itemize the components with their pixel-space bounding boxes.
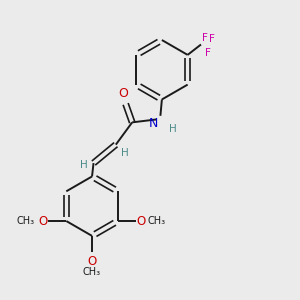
Text: H: H [169, 124, 176, 134]
Text: O: O [136, 214, 146, 227]
Text: F: F [209, 34, 215, 44]
Text: H: H [80, 160, 88, 170]
Text: CH₃: CH₃ [148, 216, 166, 226]
Text: N: N [149, 117, 158, 130]
Text: F: F [206, 48, 211, 58]
Text: F: F [202, 33, 208, 43]
Text: CH₃: CH₃ [83, 267, 101, 277]
Text: O: O [39, 214, 48, 227]
Text: CH₃: CH₃ [17, 216, 35, 226]
Text: O: O [118, 87, 128, 101]
Text: O: O [87, 255, 97, 268]
Text: H: H [121, 148, 129, 158]
